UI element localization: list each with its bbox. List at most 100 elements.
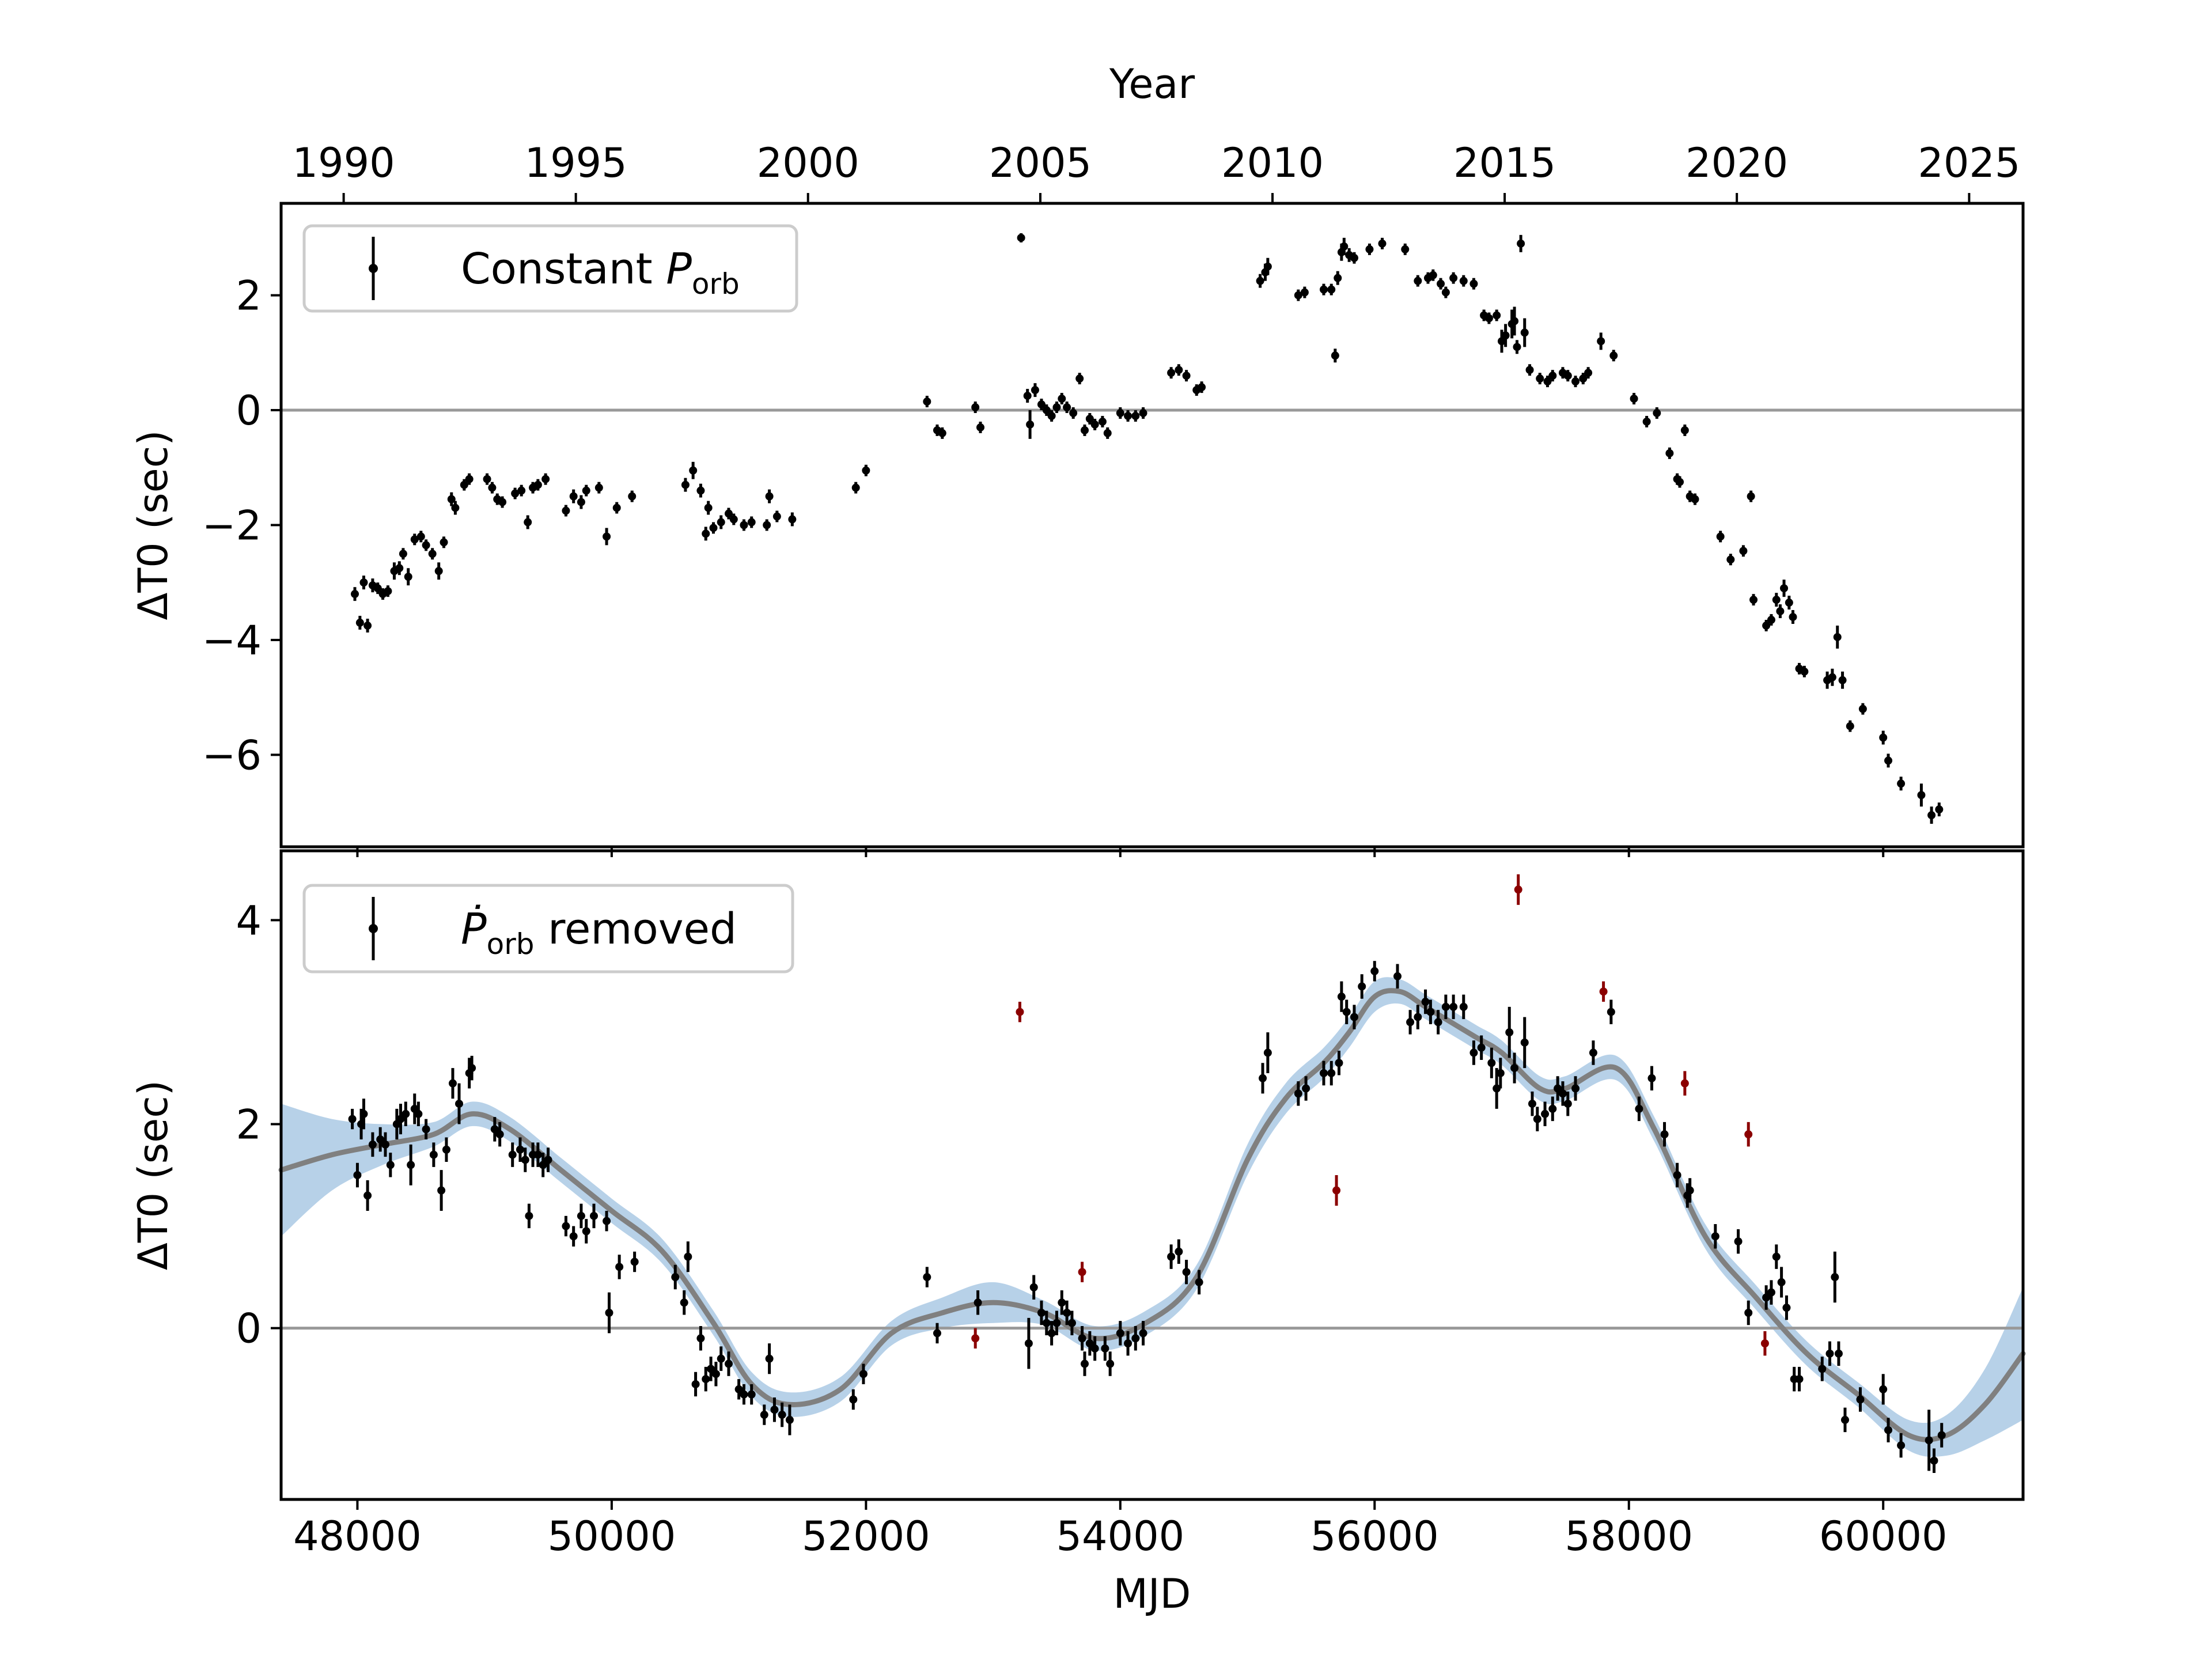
top-data-point-marker bbox=[1543, 377, 1552, 386]
top-data-point-marker bbox=[1785, 599, 1793, 607]
bottom-data-point bbox=[1937, 1423, 1946, 1448]
bottom-data-point bbox=[1085, 1331, 1094, 1356]
top-data-point-marker bbox=[1571, 377, 1580, 386]
top-data-point-marker bbox=[1300, 288, 1309, 297]
top-data-point bbox=[1401, 243, 1410, 255]
top-data-point bbox=[1789, 610, 1797, 624]
top-legend-prefix: Constant bbox=[461, 244, 666, 294]
bottom-data-point-marker bbox=[1762, 1293, 1771, 1302]
bottom-data-point bbox=[1762, 1285, 1771, 1310]
bottom-data-point-marker bbox=[1834, 1349, 1843, 1358]
bottom-data-point bbox=[1037, 1300, 1046, 1325]
top-data-point bbox=[1917, 783, 1926, 807]
bottom-data-point-marker bbox=[1772, 1252, 1781, 1261]
top-data-point bbox=[363, 619, 372, 632]
top-data-point bbox=[1182, 370, 1191, 382]
top-data-point bbox=[569, 489, 578, 503]
bottom-data-point bbox=[1337, 981, 1346, 1012]
top-data-point bbox=[1429, 269, 1437, 281]
bottom-data-point-marker bbox=[533, 1150, 542, 1159]
bottom-data-point bbox=[1358, 974, 1366, 999]
top-data-point-marker bbox=[1879, 733, 1888, 742]
top-legend: Constant Porb bbox=[302, 224, 798, 313]
bottom-data-point-marker bbox=[402, 1109, 410, 1118]
bottom-data-point-marker bbox=[1510, 1064, 1519, 1073]
top-ytick-label: −4 bbox=[202, 617, 262, 664]
bottom-data-point bbox=[1067, 1310, 1076, 1335]
bottom-data-point bbox=[1302, 1076, 1310, 1101]
top-data-point-marker bbox=[1838, 676, 1847, 684]
bottom-data-point bbox=[422, 1119, 430, 1140]
top-data-point bbox=[451, 501, 460, 515]
bottom-data-point bbox=[1327, 1060, 1336, 1086]
bottom-data-point-marker bbox=[778, 1411, 786, 1419]
bottom-data-point bbox=[1505, 1006, 1514, 1058]
top-legend-label: Constant Porb bbox=[461, 244, 740, 301]
top-data-point-marker bbox=[399, 550, 407, 558]
bottom-yticks: 4 2 0 bbox=[236, 897, 281, 1353]
bottom-data-point bbox=[544, 1147, 552, 1172]
top-data-point bbox=[1484, 312, 1493, 324]
bottom-data-point-marker bbox=[1459, 1002, 1468, 1011]
bottom-data-point-marker bbox=[1434, 1018, 1442, 1027]
bottom-outlier-point-marker bbox=[1078, 1268, 1086, 1277]
top-data-point bbox=[1469, 278, 1478, 290]
top-data-point-marker bbox=[465, 475, 474, 483]
top-data-point-marker bbox=[702, 529, 710, 538]
bottom-data-point bbox=[1090, 1336, 1099, 1361]
top-data-point bbox=[517, 484, 526, 497]
top-data-point bbox=[729, 513, 738, 525]
bottom-outlier-point-marker bbox=[1760, 1339, 1769, 1348]
top-data-point bbox=[395, 561, 404, 575]
bottom-outlier-point bbox=[1514, 874, 1522, 905]
bottom-data-point-marker bbox=[859, 1370, 868, 1378]
top-data-point bbox=[1510, 306, 1519, 336]
bottom-data-point bbox=[1195, 1270, 1203, 1295]
bottom-data-point bbox=[1930, 1448, 1938, 1473]
top-data-point bbox=[511, 487, 520, 499]
top-data-point bbox=[465, 473, 474, 485]
top-data-point bbox=[355, 616, 364, 630]
bottom-data-point-marker bbox=[1777, 1278, 1786, 1286]
top-data-point-marker bbox=[1501, 331, 1510, 340]
bottom-ytick-label: 4 bbox=[236, 897, 262, 944]
top-data-point bbox=[1350, 252, 1358, 264]
top-data-point bbox=[772, 510, 781, 522]
top-data-point-marker bbox=[1897, 779, 1906, 788]
top-data-point-marker bbox=[1334, 274, 1342, 282]
fit-confidence-band bbox=[281, 977, 2023, 1457]
bottom-data-point-marker bbox=[569, 1232, 578, 1241]
bottom-data-point bbox=[1767, 1280, 1775, 1305]
top-data-point-marker bbox=[1085, 414, 1094, 423]
top-data-point-marker bbox=[562, 506, 570, 515]
top-data-point-marker bbox=[1762, 622, 1771, 630]
bottom-data-point-marker bbox=[363, 1191, 372, 1200]
bottom-data-point-marker bbox=[702, 1375, 710, 1384]
top-ytick-label: 0 bbox=[236, 387, 262, 434]
top-data-point bbox=[1256, 274, 1264, 288]
bottom-data-point-marker bbox=[1058, 1298, 1066, 1307]
top-data-point bbox=[1726, 554, 1735, 566]
bottom-data-point bbox=[1469, 1040, 1478, 1065]
top-data-point bbox=[709, 522, 718, 534]
top-data-point bbox=[689, 461, 698, 479]
top-data-point bbox=[1548, 370, 1557, 382]
top-data-point-marker bbox=[1484, 314, 1493, 323]
bottom-data-point bbox=[429, 1142, 438, 1167]
bottom-data-point-marker bbox=[1327, 1069, 1336, 1077]
bottom-data-point bbox=[785, 1404, 794, 1435]
top-data-point bbox=[488, 482, 497, 494]
bottom-data-point bbox=[589, 1203, 598, 1229]
top-data-point bbox=[1365, 243, 1374, 255]
bottom-data-point bbox=[1541, 1101, 1550, 1127]
year-axis-title: Year bbox=[1109, 60, 1195, 108]
bottom-data-point bbox=[1477, 1035, 1486, 1060]
bottom-data-point-marker bbox=[1358, 982, 1366, 991]
bottom-data-point-marker bbox=[525, 1211, 533, 1220]
bottom-data-point-marker bbox=[711, 1370, 720, 1378]
bottom-outlier-point-marker bbox=[1332, 1186, 1341, 1195]
bottom-data-point bbox=[1533, 1107, 1541, 1131]
bottom-data-point-marker bbox=[1558, 1089, 1567, 1098]
bottom-data-point bbox=[1263, 1032, 1272, 1073]
bottom-data-point bbox=[1370, 961, 1379, 982]
